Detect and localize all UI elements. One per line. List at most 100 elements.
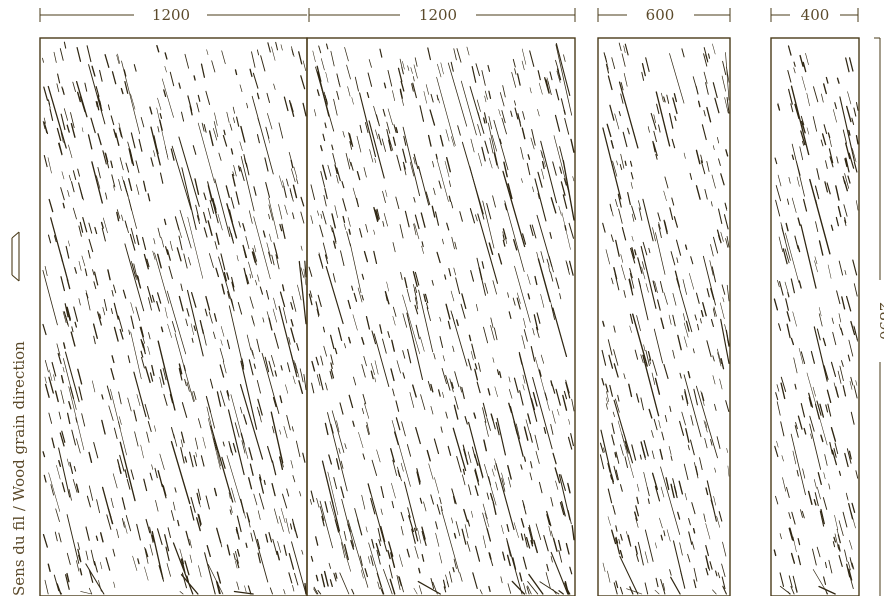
grain-streak: [550, 271, 554, 282]
grain-streak: [529, 472, 533, 481]
grain-streak: [643, 471, 648, 487]
grain-streak: [93, 281, 97, 290]
grain-streak: [642, 354, 660, 417]
grain-streak: [534, 275, 538, 286]
grain-streak: [207, 185, 213, 202]
grain-streak: [550, 423, 554, 435]
grain-streak: [482, 512, 488, 530]
grain-streak: [118, 391, 122, 405]
grain-streak: [124, 80, 129, 94]
grain-streak: [255, 279, 258, 286]
grain-streak: [341, 542, 346, 559]
grain-streak: [483, 112, 488, 124]
grain-streak: [278, 305, 298, 378]
grain-streak: [273, 332, 280, 349]
grain-streak: [298, 260, 307, 325]
grain-streak: [819, 403, 825, 418]
grain-streak: [607, 75, 613, 91]
grain-streak: [70, 112, 75, 129]
grain-streak: [776, 384, 780, 392]
grain-streak: [532, 391, 538, 407]
grain-streak: [171, 320, 176, 333]
grain-streak: [267, 445, 273, 463]
grain-streak: [793, 61, 796, 67]
grain-streak: [639, 454, 642, 460]
grain-streak: [250, 347, 254, 356]
grain-streak: [140, 444, 144, 459]
grain-streak: [501, 472, 505, 486]
grain-streak: [629, 160, 633, 167]
grain-streak: [130, 331, 142, 380]
grain-streak: [133, 64, 137, 72]
grain-streak: [784, 248, 790, 264]
grain-streak: [814, 260, 818, 273]
grain-streak: [110, 115, 115, 126]
grain-streak: [475, 545, 481, 562]
grain-streak: [483, 117, 486, 124]
grain-streak: [60, 375, 64, 384]
grain-streak: [603, 447, 605, 453]
grain-streak: [820, 139, 824, 147]
grain-streak: [484, 420, 489, 437]
grain-streak: [246, 102, 249, 109]
grain-streak: [271, 426, 275, 434]
grain-streak: [71, 326, 74, 333]
grain-streak: [779, 281, 784, 296]
grain-streak: [58, 460, 62, 467]
grain-streak: [448, 195, 452, 202]
grain-streak: [632, 313, 648, 367]
grain-streak: [153, 135, 158, 152]
grain-streak: [268, 532, 273, 543]
grain-streak: [540, 354, 545, 364]
grain-streak: [320, 171, 326, 188]
grain-streak: [342, 130, 345, 138]
grain-streak: [222, 441, 225, 447]
grain-streak: [483, 326, 489, 344]
grain-streak: [416, 469, 421, 484]
grain-streak: [316, 497, 320, 508]
grain-streak: [308, 293, 313, 306]
grain-streak: [402, 161, 406, 170]
grain-streak: [537, 258, 551, 303]
grain-streak: [797, 555, 801, 566]
grain-streak: [392, 242, 396, 253]
grain-streak: [285, 384, 289, 394]
grain-streak: [617, 420, 634, 479]
grain-streak: [392, 136, 397, 146]
grain-streak: [560, 474, 566, 492]
grain-streak: [112, 184, 115, 191]
grain-streak: [690, 415, 694, 426]
grain-streak: [705, 487, 709, 496]
grain-streak: [546, 514, 551, 526]
grain-streak: [710, 499, 715, 514]
grain-streak: [42, 57, 44, 63]
grain-streak: [84, 82, 88, 92]
grain-streak: [157, 97, 162, 111]
grain-streak: [826, 182, 831, 195]
grain-streak: [325, 43, 329, 50]
grain-streak: [568, 419, 571, 425]
grain-streak: [290, 460, 294, 469]
grain-streak: [352, 420, 355, 427]
grain-streak: [529, 50, 535, 67]
grain-streak: [336, 167, 341, 182]
grain-streak: [630, 172, 634, 180]
grain-streak: [218, 256, 234, 309]
grain-streak: [280, 365, 283, 371]
grain-streak: [655, 153, 658, 160]
grain-streak: [191, 391, 195, 402]
grain-streak: [822, 497, 828, 510]
grain-streak: [513, 239, 518, 251]
grain-streak: [456, 48, 462, 63]
grain-streak: [236, 559, 240, 569]
grain-streak: [431, 279, 434, 286]
grain-streak: [355, 197, 359, 208]
grain-streak: [794, 235, 799, 250]
grain-streak: [823, 365, 829, 380]
grain-streak: [844, 219, 847, 227]
grain-streak: [236, 581, 240, 590]
grain-streak: [781, 227, 791, 261]
grain-streak: [705, 82, 709, 95]
grain-streak: [527, 585, 532, 595]
grain-streak: [545, 572, 551, 589]
